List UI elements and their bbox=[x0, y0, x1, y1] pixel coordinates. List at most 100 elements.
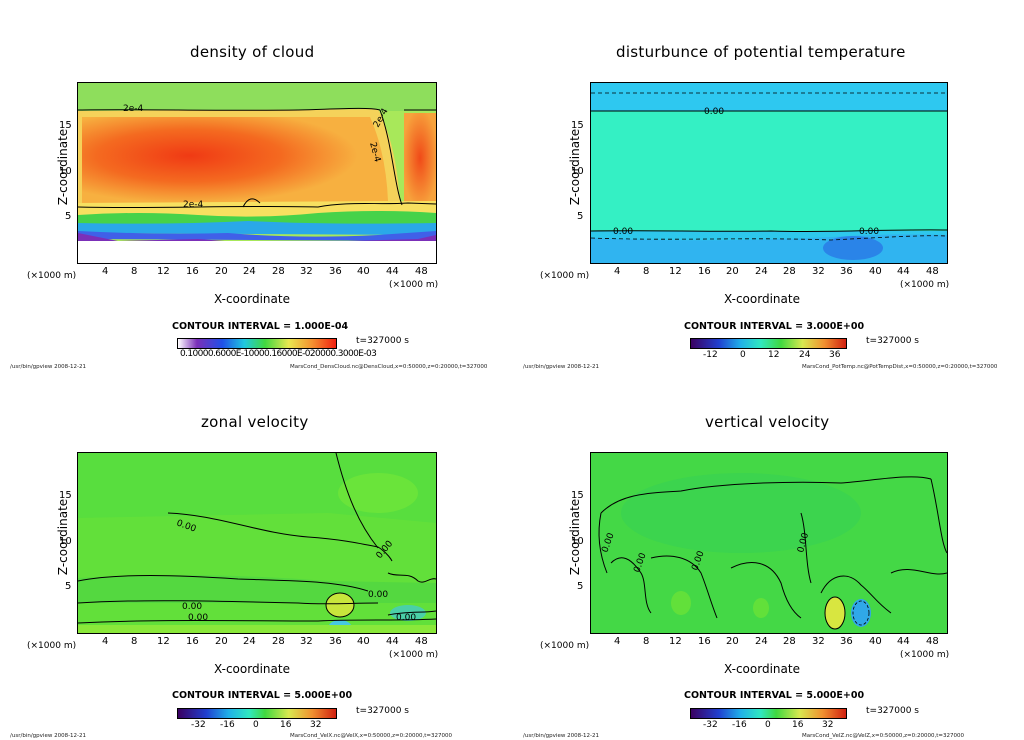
panel1-xtick: 44 bbox=[386, 266, 399, 277]
panel2-ytick: 15 bbox=[571, 120, 584, 131]
panel2-xtick: 20 bbox=[726, 266, 739, 277]
panel4-plot: 0.00 0.00 0.00 0.00 bbox=[590, 452, 948, 634]
panel1-xtick: 36 bbox=[329, 266, 342, 277]
panel3-ytick: 5 bbox=[65, 581, 72, 592]
panel2-xtick: 32 bbox=[812, 266, 825, 277]
panel3-contour-label: 0.00 bbox=[188, 613, 208, 623]
panel1-xticks: 4 8 12 16 20 24 28 32 36 40 44 48 bbox=[77, 266, 435, 278]
panel2-xtick: 8 bbox=[643, 266, 650, 277]
panel2-xtick: 40 bbox=[869, 266, 882, 277]
panel1-xtick: 4 bbox=[102, 266, 109, 277]
panel3-contour-label: 0.00 bbox=[182, 602, 202, 612]
panel4-colorbar-tick: 0 bbox=[765, 720, 771, 730]
panel1-ytick: 10 bbox=[59, 166, 72, 177]
panel4-colorbar-tick: 32 bbox=[822, 720, 834, 730]
panel3-xtick: 40 bbox=[357, 636, 370, 647]
panel3-plot: 0.00 0.00 0.00 0.00 0.00 0.00 bbox=[77, 452, 437, 634]
panel1-contour-label: 2e-4 bbox=[183, 200, 204, 210]
panel2-xtick: 4 bbox=[614, 266, 621, 277]
panel2-xtick: 24 bbox=[755, 266, 768, 277]
panel1-xunit: (×1000 m) bbox=[389, 280, 439, 290]
panel2-contour-label: 0.00 bbox=[859, 227, 879, 237]
panel4-xtick: 28 bbox=[783, 636, 796, 647]
panel3-title: zonal velocity bbox=[201, 413, 309, 431]
panel4-colorbar-tick: -32 bbox=[703, 720, 718, 730]
panel3-colorbar-tick: 32 bbox=[310, 720, 322, 730]
panel4-foot-left: /usr/bin/gpview 2008-12-21 bbox=[523, 733, 600, 739]
panel2-ytick: 10 bbox=[571, 166, 584, 177]
panel4-ytick: 15 bbox=[571, 490, 584, 501]
panel3-colorbar-tick: 0 bbox=[253, 720, 259, 730]
panel3-xtick: 48 bbox=[415, 636, 428, 647]
panel4-xtick: 24 bbox=[755, 636, 768, 647]
panel2-plot: 0.00 0.00 0.00 bbox=[590, 82, 948, 264]
panel4-xtick: 48 bbox=[926, 636, 939, 647]
panel4-xticks: 4 8 12 16 20 24 28 32 36 40 44 48 bbox=[590, 636, 946, 648]
panel4-xtick: 16 bbox=[698, 636, 711, 647]
panel2-xtick: 48 bbox=[926, 266, 939, 277]
panel1-xtick: 20 bbox=[215, 266, 228, 277]
panel4-xtick: 40 bbox=[869, 636, 882, 647]
panel3-xtick: 16 bbox=[186, 636, 199, 647]
panel3-contour-label: 0.00 bbox=[368, 590, 388, 600]
panel2-xticks: 4 8 12 16 20 24 28 32 36 40 44 48 bbox=[590, 266, 946, 278]
panel3-xtick: 12 bbox=[157, 636, 170, 647]
panel4-xtick: 36 bbox=[840, 636, 853, 647]
panel3-xtick: 36 bbox=[329, 636, 342, 647]
panel2-xtick: 16 bbox=[698, 266, 711, 277]
panel1-plot: 2e-4 2e-4 2e-4 2e-4 bbox=[77, 82, 437, 264]
panel2-ytick: 5 bbox=[577, 211, 584, 222]
panel3-ytick: 15 bbox=[59, 490, 72, 501]
panel3-xtick: 20 bbox=[215, 636, 228, 647]
panel4-foot-right: MarsCond_VelZ.nc@VelZ,x=0:50000,z=0:2000… bbox=[802, 733, 965, 739]
panel2-contour-label: 0.00 bbox=[613, 227, 633, 237]
panel1-contour-interval: CONTOUR INTERVAL = 1.000E-04 bbox=[172, 321, 349, 332]
panel3-field: 0.00 0.00 0.00 0.00 0.00 0.00 bbox=[78, 453, 436, 633]
panel4-xtick: 20 bbox=[726, 636, 739, 647]
panel3-time: t=327000 s bbox=[356, 706, 409, 716]
panel3-foot-right: MarsCond_VelX.nc@VelX,x=0:50000,z=0:2000… bbox=[290, 733, 453, 739]
panel4-xtick: 44 bbox=[897, 636, 910, 647]
panel2-colorbar-tick: 36 bbox=[829, 350, 841, 360]
panel1-foot-right: MarsCond_DensCloud.nc@DensCloud,x=0:5000… bbox=[290, 364, 488, 370]
panel4-xunit: (×1000 m) bbox=[900, 650, 950, 660]
panel4-ytick: 5 bbox=[577, 581, 584, 592]
panel4-xtick: 4 bbox=[614, 636, 621, 647]
panel3-xlabel: X-coordinate bbox=[214, 662, 290, 676]
panel1-time: t=327000 s bbox=[356, 336, 409, 346]
panel1-colorbar-labels: 0.10000.6000E-10000.16000E-020000.3000E-… bbox=[180, 349, 377, 359]
panel4-contour-interval: CONTOUR INTERVAL = 5.000E+00 bbox=[684, 690, 865, 701]
panel3-ytick: 10 bbox=[59, 536, 72, 547]
panel2-title: disturbunce of potential temperature bbox=[616, 43, 906, 61]
panel3-xtick: 8 bbox=[131, 636, 138, 647]
panel2-contour-label: 0.00 bbox=[704, 107, 724, 117]
panel1-xtick: 40 bbox=[357, 266, 370, 277]
panel1-xlabel: X-coordinate bbox=[214, 292, 290, 306]
panel4-colorbar-tick: -16 bbox=[732, 720, 747, 730]
panel1-ytick: 15 bbox=[59, 120, 72, 131]
panel1-field: 2e-4 2e-4 2e-4 2e-4 bbox=[78, 83, 436, 263]
panel3-xtick: 44 bbox=[386, 636, 399, 647]
panel1-xtick: 48 bbox=[415, 266, 428, 277]
panel2-contour-interval: CONTOUR INTERVAL = 3.000E+00 bbox=[684, 321, 865, 332]
panel1-foot-left: /usr/bin/gpview 2008-12-21 bbox=[10, 364, 87, 370]
panel4-colorbar-tick: 16 bbox=[792, 720, 804, 730]
panel3-xtick: 28 bbox=[272, 636, 285, 647]
panel4-colorbar bbox=[690, 708, 847, 719]
panel2-xtick: 28 bbox=[783, 266, 796, 277]
panel3-colorbar-tick: -32 bbox=[191, 720, 206, 730]
panel2-colorbar-tick: 0 bbox=[740, 350, 746, 360]
panel2-colorbar-tick: 24 bbox=[799, 350, 811, 360]
panel1-yunit: (×1000 m) bbox=[27, 271, 77, 281]
panel4-xtick: 32 bbox=[812, 636, 825, 647]
panel4-field: 0.00 0.00 0.00 0.00 bbox=[591, 453, 947, 633]
panel3-xunit: (×1000 m) bbox=[389, 650, 439, 660]
panel2-yunit: (×1000 m) bbox=[540, 271, 590, 281]
panel3-contour-interval: CONTOUR INTERVAL = 5.000E+00 bbox=[172, 690, 353, 701]
panel2-foot-left: /usr/bin/gpview 2008-12-21 bbox=[523, 364, 600, 370]
panel4-xlabel: X-coordinate bbox=[724, 662, 800, 676]
panel3-xtick: 32 bbox=[300, 636, 313, 647]
panel2-colorbar-tick: 12 bbox=[768, 350, 780, 360]
panel2-field: 0.00 0.00 0.00 bbox=[591, 83, 947, 263]
panel1-xtick: 12 bbox=[157, 266, 170, 277]
